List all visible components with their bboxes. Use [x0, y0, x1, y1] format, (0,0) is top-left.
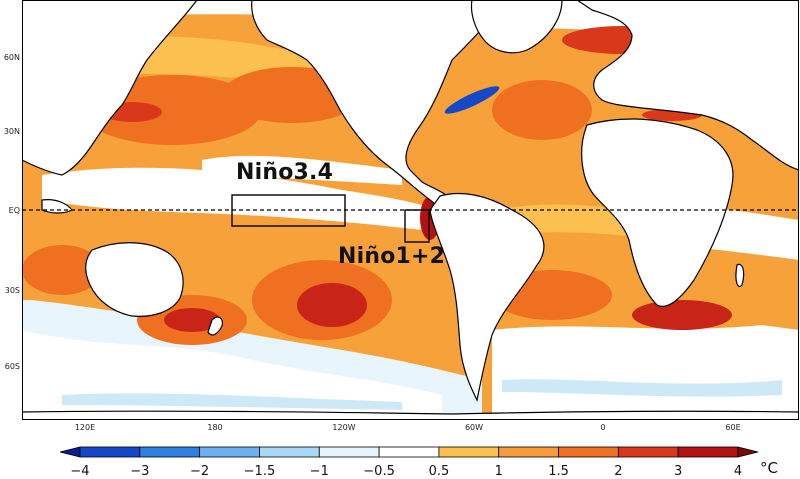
nino34-box [231, 194, 346, 227]
colorbar-bin [139, 446, 201, 458]
south-pacific-hot [297, 283, 367, 327]
southern-cool-streak [62, 393, 402, 410]
colorbar-bin [737, 446, 759, 458]
lon-label-0: 0 [600, 423, 606, 432]
colorbar-tick-label: 1.5 [548, 464, 569, 479]
colorbar-bin [378, 446, 440, 458]
sst-anomaly-map [22, 0, 799, 420]
greenland-land [470, 0, 563, 54]
colorbar-tick-label: 2 [614, 464, 623, 479]
colorbar-bin [79, 446, 141, 458]
tasman-hot [164, 308, 220, 332]
eurasia-land [575, 0, 799, 171]
colorbar-unit: °C [760, 459, 778, 477]
antarctica-land [22, 410, 799, 420]
colorbar-bin [59, 446, 81, 458]
colorbar-tick-label: −3 [130, 464, 150, 479]
australia-west-warm [22, 245, 102, 295]
colorbar-tick-label: 1 [494, 464, 503, 479]
north-atlantic-warm [492, 80, 592, 140]
south-america-land [429, 193, 545, 402]
south-atlantic-white [492, 325, 799, 420]
colorbar-bin [558, 446, 619, 458]
lon-label-120e: 120E [74, 423, 96, 432]
lon-label-120w: 120W [332, 423, 356, 432]
colorbar-bin [438, 446, 500, 458]
lat-label-60s: 60S [4, 362, 20, 371]
lat-label-30s: 30S [4, 286, 20, 295]
colorbar-tick-label: −2 [190, 464, 210, 479]
africa-land [581, 118, 734, 307]
lon-label-60e: 60E [725, 423, 741, 432]
colorbar-bin [199, 446, 260, 458]
colorbar-tick-label: 4 [733, 464, 743, 479]
land-masses [22, 0, 799, 420]
lat-label-60n: 60N [3, 53, 20, 62]
colorbar-tick-label: 0.5 [428, 464, 450, 479]
lon-label-60w: 60W [464, 423, 484, 432]
colorbar-tick-label: −1 [309, 464, 329, 479]
colorbar-bin [318, 446, 380, 458]
colorbar-tick-label: −1.5 [243, 464, 276, 479]
map-canvas [22, 0, 799, 420]
nino34-label: Niño3.4 [236, 160, 334, 185]
asia-west-land [22, 0, 198, 176]
south-atlantic-hot [632, 300, 732, 330]
nino12-label: Niño1+2 [338, 244, 446, 269]
madagascar-land [735, 263, 745, 287]
colorbar-bin [259, 446, 320, 458]
south-atlantic-cool [502, 379, 782, 397]
lat-label-30n: 30N [3, 127, 20, 136]
australia-land [85, 242, 184, 317]
colorbar-bin [677, 446, 739, 458]
gulf-stream-cool [444, 86, 500, 114]
colorbar-tick-label: −4 [70, 464, 90, 479]
colorbar-bin [617, 446, 679, 458]
lon-label-180: 180 [207, 423, 223, 432]
new-zealand-land [207, 316, 223, 336]
nino12-box [404, 209, 430, 243]
lat-label-eq: EQ [8, 206, 20, 215]
north-pacific-white [202, 155, 402, 185]
colorbar-bin [498, 446, 559, 458]
colorbar-tick-label: −0.5 [363, 464, 395, 479]
colorbar-tick-label: 3 [674, 464, 683, 479]
map-border [22, 0, 799, 420]
